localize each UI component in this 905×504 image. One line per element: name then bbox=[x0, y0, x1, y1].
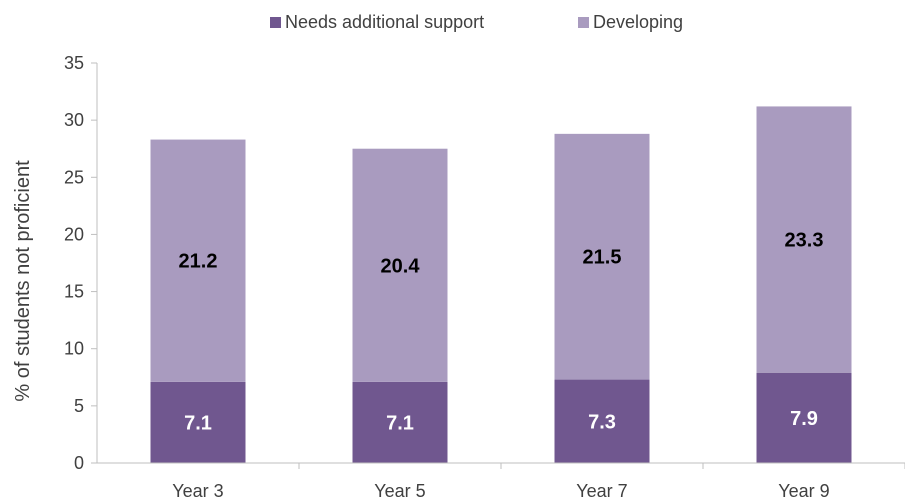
data-label: 21.5 bbox=[583, 247, 622, 269]
data-label: 21.2 bbox=[179, 251, 218, 273]
data-label: 7.1 bbox=[184, 412, 212, 434]
legend-label: Developing bbox=[593, 12, 683, 32]
y-tick-label: 30 bbox=[64, 110, 84, 130]
y-axis-label: % of students not proficient bbox=[12, 160, 34, 402]
bar-segment-developing bbox=[554, 133, 650, 380]
y-tick-label: 10 bbox=[64, 339, 84, 359]
data-label: 23.3 bbox=[785, 230, 824, 252]
bar-segment-needs-support bbox=[756, 372, 852, 463]
y-axis-ticks: 0 5 10 15 20 25 30 35 bbox=[64, 53, 97, 473]
bar-segment-needs-support bbox=[150, 381, 246, 463]
x-tick-label: Year 9 bbox=[778, 481, 829, 501]
x-axis-ticks: Year 3 Year 5 Year 7 Year 9 bbox=[172, 463, 905, 501]
x-tick-label: Year 3 bbox=[172, 481, 223, 501]
legend-swatch bbox=[270, 17, 281, 28]
data-label: 7.3 bbox=[588, 411, 616, 433]
x-tick-label: Year 5 bbox=[374, 481, 425, 501]
y-tick-label: 25 bbox=[64, 167, 84, 187]
data-label: 7.9 bbox=[790, 408, 818, 430]
y-tick-label: 5 bbox=[74, 396, 84, 416]
legend: Needs additional support Developing bbox=[270, 12, 683, 32]
y-tick-label: 35 bbox=[64, 53, 84, 73]
x-tick-label: Year 7 bbox=[576, 481, 627, 501]
data-label: 20.4 bbox=[381, 255, 421, 277]
data-label: 7.1 bbox=[386, 412, 414, 434]
bar-segment-needs-support bbox=[352, 381, 448, 463]
bar-segment-developing bbox=[756, 106, 852, 373]
legend-swatch bbox=[578, 17, 589, 28]
bar-segment-developing bbox=[352, 148, 448, 382]
y-tick-label: 20 bbox=[64, 224, 84, 244]
bar-segment-developing bbox=[150, 139, 246, 382]
bar-segment-needs-support bbox=[554, 379, 650, 463]
y-tick-label: 15 bbox=[64, 282, 84, 302]
bars: 7.1 21.2 7.1 20.4 7.3 21.5 7.9 23.3 bbox=[150, 106, 852, 463]
legend-label: Needs additional support bbox=[285, 12, 484, 32]
y-tick-label: 0 bbox=[74, 453, 84, 473]
